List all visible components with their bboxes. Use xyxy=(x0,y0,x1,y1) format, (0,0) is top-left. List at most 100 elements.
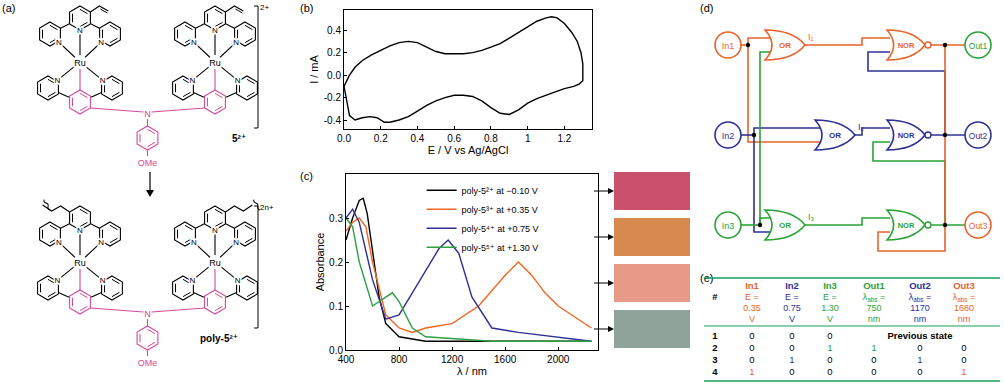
svg-text:poly-5³⁺ at +0.35 V: poly-5³⁺ at +0.35 V xyxy=(462,205,538,215)
svg-text:1.30: 1.30 xyxy=(821,303,839,313)
svg-text:NOR: NOR xyxy=(898,131,915,140)
svg-text:0.0: 0.0 xyxy=(327,70,341,81)
svg-text:In3: In3 xyxy=(722,221,735,231)
svg-text:Out2: Out2 xyxy=(909,280,931,291)
svg-text:I₂: I₂ xyxy=(858,122,865,132)
svg-text:λabs =: λabs = xyxy=(909,292,932,303)
svg-text:0: 0 xyxy=(827,366,832,377)
svg-text:(c): (c) xyxy=(300,170,313,182)
svg-text:0: 0 xyxy=(871,354,876,365)
svg-text:Out1: Out1 xyxy=(969,41,988,51)
svg-text:0: 0 xyxy=(871,366,876,377)
svg-text:0.4: 0.4 xyxy=(327,25,341,36)
svg-text:NOR: NOR xyxy=(898,221,915,230)
svg-text:400: 400 xyxy=(338,354,355,365)
svg-text:5²⁺: 5²⁺ xyxy=(232,133,246,144)
svg-text:0: 0 xyxy=(789,366,794,377)
svg-text:λabs =: λabs = xyxy=(863,292,886,303)
svg-text:N: N xyxy=(212,226,218,235)
svg-text:E =: E = xyxy=(745,292,759,302)
svg-text:N: N xyxy=(77,226,83,235)
svg-text:N: N xyxy=(54,76,60,85)
svg-text:0.75: 0.75 xyxy=(783,303,801,313)
svg-text:0.4: 0.4 xyxy=(411,133,425,144)
svg-text:(b): (b) xyxy=(300,2,313,14)
svg-text:0.3: 0.3 xyxy=(329,213,343,224)
svg-text:Out3: Out3 xyxy=(969,221,988,231)
svg-text:0: 0 xyxy=(827,330,832,341)
svg-text:0: 0 xyxy=(917,342,922,353)
svg-text:nm: nm xyxy=(958,314,971,324)
svg-text:N: N xyxy=(56,38,62,47)
svg-text:λ / nm: λ / nm xyxy=(457,365,487,377)
svg-text:1600: 1600 xyxy=(494,354,517,365)
svg-text:1: 1 xyxy=(525,133,531,144)
svg-text:0.6: 0.6 xyxy=(447,133,461,144)
svg-text:0: 0 xyxy=(827,354,832,365)
svg-text:3: 3 xyxy=(712,354,717,365)
svg-text:0: 0 xyxy=(749,342,754,353)
svg-text:1: 1 xyxy=(789,354,794,365)
svg-text:N: N xyxy=(212,26,218,35)
svg-text:1170: 1170 xyxy=(910,303,929,313)
svg-text:N: N xyxy=(100,276,106,285)
svg-text:0: 0 xyxy=(917,366,922,377)
svg-text:0: 0 xyxy=(789,342,794,353)
svg-text:-0.2: -0.2 xyxy=(324,92,342,103)
svg-text:poly-5⁵⁺ at +1.30 V: poly-5⁵⁺ at +1.30 V xyxy=(462,243,539,253)
svg-text:1: 1 xyxy=(961,366,966,377)
svg-text:N: N xyxy=(100,76,106,85)
svg-text:N: N xyxy=(235,76,241,85)
svg-text:OR: OR xyxy=(829,131,841,140)
svg-text:N: N xyxy=(98,38,104,47)
svg-text:0: 0 xyxy=(749,330,754,341)
svg-text:In2: In2 xyxy=(722,131,735,141)
svg-text:poly-5²⁺: poly-5²⁺ xyxy=(200,333,238,344)
svg-text:OR: OR xyxy=(779,221,791,230)
svg-text:I₁: I₁ xyxy=(808,32,814,42)
svg-text:N: N xyxy=(56,238,62,247)
svg-text:V: V xyxy=(789,314,795,324)
svg-text:nm: nm xyxy=(868,314,881,324)
svg-text:OR: OR xyxy=(779,41,791,50)
svg-text:0.0: 0.0 xyxy=(337,133,351,144)
svg-text:Out1: Out1 xyxy=(863,280,885,291)
svg-text:1: 1 xyxy=(871,342,876,353)
svg-text:0: 0 xyxy=(961,354,966,365)
svg-text:Absorbance: Absorbance xyxy=(314,233,326,292)
svg-text:N: N xyxy=(233,238,239,247)
svg-text:In1: In1 xyxy=(745,280,759,291)
svg-text:1200: 1200 xyxy=(441,354,464,365)
svg-text:poly-5²⁺ at −0.10 V: poly-5²⁺ at −0.10 V xyxy=(462,186,538,196)
svg-text:0: 0 xyxy=(789,330,794,341)
svg-text:2: 2 xyxy=(712,342,717,353)
svg-text:4: 4 xyxy=(712,366,718,377)
svg-text:#: # xyxy=(712,291,718,302)
svg-text:2+: 2+ xyxy=(260,3,269,12)
svg-text:N: N xyxy=(189,76,195,85)
svg-text:N: N xyxy=(191,38,197,47)
svg-text:In2: In2 xyxy=(785,280,799,291)
svg-text:0.1: 0.1 xyxy=(329,301,343,312)
svg-text:I / mA: I / mA xyxy=(308,54,320,83)
svg-text:N: N xyxy=(144,109,151,119)
svg-text:750: 750 xyxy=(866,303,881,313)
svg-text:Out3: Out3 xyxy=(953,280,975,291)
svg-text:-0.4: -0.4 xyxy=(324,115,342,126)
svg-text:E =: E = xyxy=(823,292,837,302)
svg-text:1680: 1680 xyxy=(954,303,974,313)
svg-text:N: N xyxy=(54,276,60,285)
svg-text:0.2: 0.2 xyxy=(329,257,343,268)
svg-text:1.2: 1.2 xyxy=(557,133,571,144)
svg-text:0.8: 0.8 xyxy=(484,133,498,144)
svg-text:In3: In3 xyxy=(823,280,837,291)
svg-text:2n+: 2n+ xyxy=(260,203,274,212)
svg-text:N: N xyxy=(77,26,83,35)
svg-text:(d): (d) xyxy=(700,2,713,14)
svg-text:nm: nm xyxy=(914,314,927,324)
svg-text:Previous state: Previous state xyxy=(888,330,953,341)
svg-text:800: 800 xyxy=(391,354,408,365)
svg-text:0: 0 xyxy=(749,354,754,365)
svg-text:1: 1 xyxy=(827,342,832,353)
svg-text:0.2: 0.2 xyxy=(374,133,388,144)
